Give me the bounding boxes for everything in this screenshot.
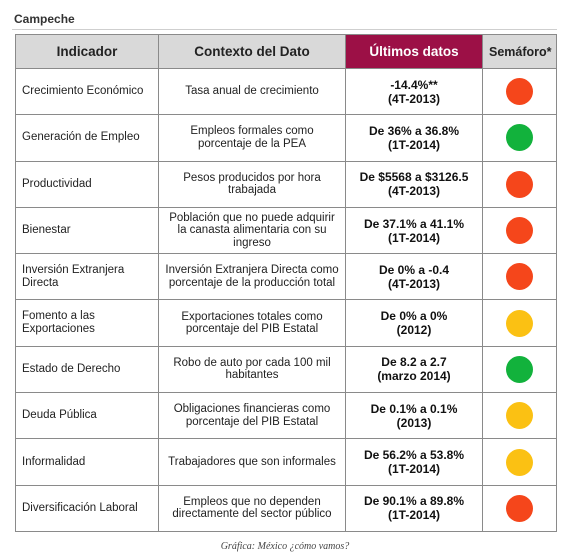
table-row: Bienestar Población que no puede adquirir… xyxy=(15,206,557,255)
table-row: Estado de Derecho Robo de auto por cada 1… xyxy=(15,345,557,394)
table-row: Productividad Pesos producidos por hora t… xyxy=(15,160,557,208)
dato-periodo: (2013) xyxy=(396,415,432,430)
region-title: Campeche xyxy=(14,12,75,26)
dato-valor: De $5568 a $3126.5 xyxy=(359,170,469,185)
table-row: Diversificación Laboral Empleos que no de… xyxy=(15,484,557,532)
dato-periodo: (4T-2013) xyxy=(387,91,441,106)
contexto-cell: Robo de auto por cada 100 mil habitantes xyxy=(158,345,346,394)
semaforo-light-icon xyxy=(506,124,533,152)
indicador-cell: Crecimiento Económico xyxy=(15,67,159,116)
contexto-cell: Inversión Extranjera Directa como porcen… xyxy=(158,253,346,301)
ultimos-datos-cell: De 8.2 a 2.7 (marzo 2014) xyxy=(345,345,483,394)
dato-periodo: (4T-2013) xyxy=(387,184,441,199)
ultimos-datos-cell: De 90.1% a 89.8% (1T-2014) xyxy=(345,484,483,532)
header-ultimos-datos: Últimos datos xyxy=(345,34,483,69)
ultimos-datos-cell: De 36% a 36.8% (1T-2014) xyxy=(345,114,483,162)
dato-valor: De 0% a 0% xyxy=(380,309,448,324)
semaforo-table: Indicador Contexto del Dato Últimos dato… xyxy=(15,34,557,532)
semaforo-cell xyxy=(482,206,557,255)
dato-valor: De 36% a 36.8% xyxy=(368,123,460,138)
semaforo-light-icon xyxy=(506,78,533,106)
indicador-cell: Estado de Derecho xyxy=(15,345,159,394)
table-row: Deuda Pública Obligaciones financieras co… xyxy=(15,392,557,440)
ultimos-datos-cell: De 0% a -0.4 (4T-2013) xyxy=(345,253,483,301)
table-row: Generación de Empleo Empleos formales com… xyxy=(15,114,557,162)
contexto-cell: Trabajadores que son informales xyxy=(158,438,346,486)
dato-periodo: (marzo 2014) xyxy=(377,369,451,384)
indicador-cell: Bienestar xyxy=(15,206,159,255)
ultimos-datos-cell: De 56.2% a 53.8% (1T-2014) xyxy=(345,438,483,486)
contexto-cell: Tasa anual de crecimiento xyxy=(158,67,346,116)
semaforo-cell xyxy=(482,438,557,486)
semaforo-light-icon xyxy=(506,170,533,198)
table-header-row: Indicador Contexto del Dato Últimos dato… xyxy=(15,34,557,69)
table-row: Crecimiento Económico Tasa anual de creci… xyxy=(15,67,557,116)
source-caption: Gráfica: México ¿cómo vamos? xyxy=(220,541,350,552)
ultimos-datos-cell: De 0% a 0% (2012) xyxy=(345,299,483,347)
indicador-cell: Productividad xyxy=(15,160,159,208)
dato-valor: De 37.1% a 41.1% xyxy=(363,216,465,231)
dato-periodo: (1T-2014) xyxy=(387,230,441,245)
indicador-cell: Informalidad xyxy=(15,438,159,486)
indicador-cell: Fomento a las Exportaciones xyxy=(15,299,159,347)
header-contexto: Contexto del Dato xyxy=(158,34,346,69)
dato-valor: De 90.1% a 89.8% xyxy=(363,494,465,509)
dato-periodo: (2012) xyxy=(396,323,432,338)
indicador-cell: Deuda Pública xyxy=(15,392,159,440)
semaforo-light-icon xyxy=(506,448,533,476)
semaforo-light-icon xyxy=(506,494,533,522)
dato-periodo: (1T-2014) xyxy=(387,462,441,477)
contexto-cell: Empleos que no dependen directamente del… xyxy=(158,484,346,532)
table-row: Informalidad Trabajadores que son informa… xyxy=(15,438,557,486)
contexto-cell: Pesos producidos por hora trabajada xyxy=(158,160,346,208)
table-row: Inversión Extranjera Directa Inversión Ex… xyxy=(15,253,557,301)
semaforo-cell xyxy=(482,345,557,394)
dato-valor: De 0% a -0.4 xyxy=(378,262,450,277)
semaforo-light-icon xyxy=(506,309,533,337)
dato-valor: De 56.2% a 53.8% xyxy=(363,448,465,463)
ultimos-datos-cell: -14.4%** (4T-2013) xyxy=(345,67,483,116)
semaforo-cell xyxy=(482,160,557,208)
indicador-cell: Inversión Extranjera Directa xyxy=(15,253,159,301)
contexto-cell: Obligaciones financieras como porcentaje… xyxy=(158,392,346,440)
indicador-cell: Diversificación Laboral xyxy=(15,484,159,532)
header-indicador: Indicador xyxy=(15,34,159,69)
dato-periodo: (4T-2013) xyxy=(387,276,441,291)
indicador-cell: Generación de Empleo xyxy=(15,114,159,162)
dato-valor: -14.4%** xyxy=(390,77,438,92)
semaforo-cell xyxy=(482,392,557,440)
table-row: Fomento a las Exportaciones Exportaciones… xyxy=(15,299,557,347)
contexto-cell: Empleos formales como porcentaje de la P… xyxy=(158,114,346,162)
semaforo-light-icon xyxy=(506,217,533,245)
semaforo-cell xyxy=(482,253,557,301)
semaforo-cell xyxy=(482,67,557,116)
semaforo-cell xyxy=(482,299,557,347)
title-divider xyxy=(12,29,557,30)
dato-valor: De 0.1% a 0.1% xyxy=(370,401,458,416)
header-semaforo: Semáforo* xyxy=(482,34,557,69)
ultimos-datos-cell: De $5568 a $3126.5 (4T-2013) xyxy=(345,160,483,208)
contexto-cell: Población que no puede adquirir la canas… xyxy=(158,206,346,255)
semaforo-light-icon xyxy=(506,263,533,291)
semaforo-cell xyxy=(482,484,557,532)
semaforo-cell xyxy=(482,114,557,162)
contexto-cell: Exportaciones totales como porcentaje de… xyxy=(158,299,346,347)
dato-valor: De 8.2 a 2.7 xyxy=(381,355,447,370)
ultimos-datos-cell: De 0.1% a 0.1% (2013) xyxy=(345,392,483,440)
semaforo-light-icon xyxy=(506,355,533,383)
dato-periodo: (1T-2014) xyxy=(387,137,441,152)
dato-periodo: (1T-2014) xyxy=(387,508,441,523)
semaforo-light-icon xyxy=(506,402,533,430)
ultimos-datos-cell: De 37.1% a 41.1% (1T-2014) xyxy=(345,206,483,255)
